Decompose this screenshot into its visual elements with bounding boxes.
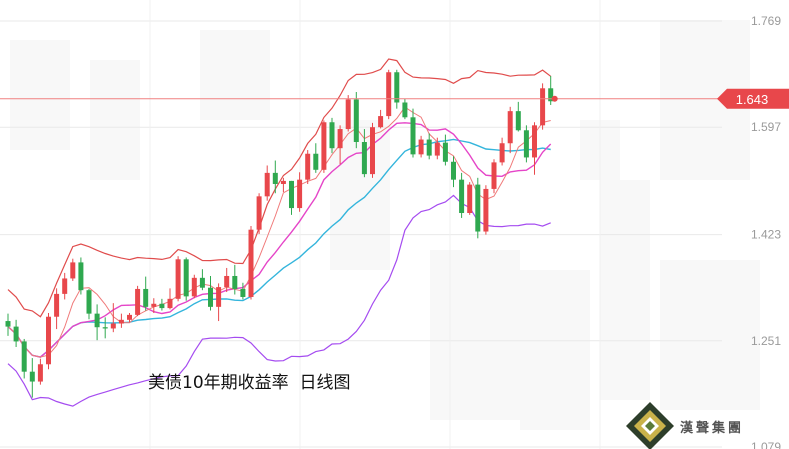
candle	[345, 95, 351, 132]
candle	[151, 298, 157, 314]
candle	[224, 267, 230, 293]
candle	[70, 258, 76, 281]
background-block	[200, 30, 270, 120]
candle	[451, 156, 456, 188]
candle	[410, 108, 416, 158]
candle	[248, 225, 254, 300]
candle	[378, 109, 384, 129]
candle	[402, 98, 408, 120]
candle	[94, 304, 100, 341]
candle	[459, 172, 465, 218]
candle	[5, 313, 11, 336]
y-tick-label: 1.251	[751, 334, 781, 348]
candle	[118, 313, 124, 328]
candle	[37, 358, 43, 385]
y-tick-label: 1.079	[751, 440, 781, 449]
current-price-dot	[551, 95, 558, 102]
current-price-marker: 1.643	[0, 88, 789, 109]
background-block	[600, 180, 650, 400]
candle	[29, 358, 35, 398]
candle	[418, 135, 424, 158]
upper-band-line	[7, 58, 552, 318]
brand-logo: 漢聲集團	[626, 402, 744, 449]
candle	[86, 288, 92, 320]
candle	[256, 193, 262, 234]
candle	[78, 257, 84, 295]
candle	[175, 256, 181, 302]
candle	[321, 120, 327, 173]
candle	[475, 177, 481, 239]
candle	[167, 288, 173, 310]
candle	[337, 125, 343, 165]
candle	[13, 319, 19, 347]
candle	[240, 282, 246, 300]
candle	[483, 185, 489, 235]
candle	[208, 275, 213, 311]
background-block	[660, 260, 760, 410]
candle	[499, 137, 505, 166]
candle	[370, 122, 375, 178]
chart-background	[10, 20, 760, 430]
chart-title: 美债10年期收益率 日线图	[148, 373, 350, 393]
candle	[110, 303, 116, 333]
candle	[183, 257, 189, 301]
y-tick-label: 1.597	[751, 120, 781, 134]
grid-lines	[0, 0, 722, 449]
candle	[361, 129, 367, 178]
candle	[159, 298, 165, 311]
candle	[62, 272, 68, 300]
candle	[143, 276, 149, 311]
candle	[272, 160, 278, 194]
candle	[532, 122, 537, 175]
candle	[102, 317, 108, 339]
background-block	[520, 270, 590, 430]
candle	[515, 101, 521, 132]
candles	[5, 69, 554, 398]
candle	[289, 180, 294, 215]
candle	[313, 143, 319, 173]
candle	[467, 182, 473, 215]
candle	[329, 117, 335, 154]
candle	[426, 133, 432, 160]
candle	[394, 69, 400, 109]
candle	[280, 177, 286, 193]
candle	[199, 269, 205, 291]
candle	[297, 172, 303, 212]
current-price-label: 1.643	[736, 92, 769, 107]
candle	[386, 69, 392, 120]
svg-text:漢聲集團: 漢聲集團	[680, 420, 744, 436]
y-tick-label: 1.423	[751, 228, 781, 242]
candle	[442, 134, 448, 166]
y-axis-tick-labels: 1.769 1.597 1.423 1.251 1.079	[751, 14, 781, 449]
candle	[135, 285, 141, 317]
candle	[54, 288, 60, 330]
candle	[46, 313, 51, 370]
candle	[523, 125, 529, 163]
candle	[191, 274, 197, 299]
y-tick-label: 1.769	[751, 14, 781, 28]
candle	[548, 75, 554, 105]
candle	[127, 313, 132, 323]
candle	[216, 283, 222, 322]
candle	[353, 92, 359, 149]
background-block	[90, 60, 140, 180]
background-block	[10, 40, 70, 150]
candle	[264, 165, 270, 201]
candle	[232, 264, 238, 295]
candle	[305, 150, 311, 184]
background-block	[430, 250, 520, 420]
candle	[491, 159, 497, 194]
candle	[21, 338, 27, 379]
candle	[507, 106, 513, 154]
short-moving-average-line	[7, 106, 551, 358]
current-price-tag	[717, 88, 789, 109]
candle	[540, 83, 546, 130]
candle	[434, 137, 440, 160]
